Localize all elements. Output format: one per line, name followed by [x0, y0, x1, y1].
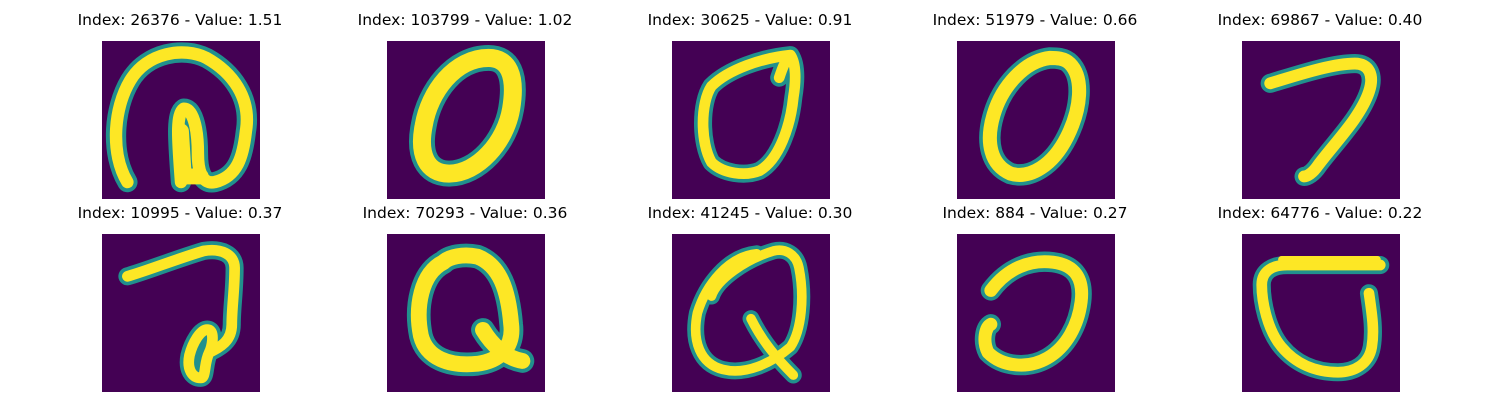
panel-title: Index: 884 - Value: 0.27 [942, 204, 1128, 222]
panel-title: Index: 103799 - Value: 1.02 [357, 11, 573, 29]
panel-title: Index: 64776 - Value: 0.22 [1217, 204, 1423, 222]
digit-image [102, 234, 260, 392]
digit-image [672, 234, 830, 392]
digit-image [387, 41, 545, 199]
panel-title: Index: 69867 - Value: 0.40 [1217, 11, 1423, 29]
digit-image [387, 234, 545, 392]
digit-image [1242, 41, 1400, 199]
digit-image [1242, 234, 1400, 392]
digit-image [957, 234, 1115, 392]
panel-title: Index: 10995 - Value: 0.37 [77, 204, 283, 222]
panel-title: Index: 70293 - Value: 0.36 [362, 204, 568, 222]
panel-title: Index: 41245 - Value: 0.30 [647, 204, 853, 222]
digit-image [957, 41, 1115, 199]
panel-title: Index: 26376 - Value: 1.51 [77, 11, 283, 29]
digit-image [672, 41, 830, 199]
panel-title: Index: 51979 - Value: 0.66 [932, 11, 1138, 29]
panel-title: Index: 30625 - Value: 0.91 [647, 11, 853, 29]
digit-image [102, 41, 260, 199]
